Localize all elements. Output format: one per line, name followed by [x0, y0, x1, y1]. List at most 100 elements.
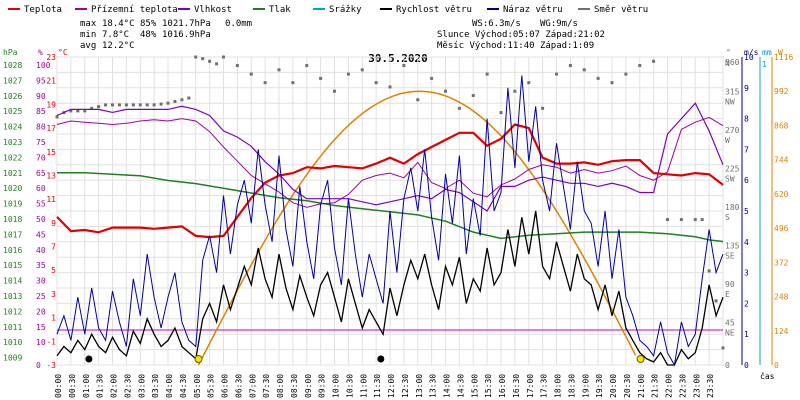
- stat-min-temp: 7.8°C: [102, 30, 129, 40]
- x-tick: 02:30: [123, 374, 132, 398]
- hpa-tick: 1026: [3, 92, 22, 101]
- x-tick: 10:30: [345, 374, 354, 398]
- pct-tick: 15: [36, 323, 46, 332]
- direction-tick: NE: [725, 329, 735, 338]
- x-tick: 10:00: [332, 374, 341, 398]
- direction-point: [596, 76, 600, 80]
- direction-point: [69, 109, 73, 113]
- direction-point: [97, 105, 101, 109]
- direction-point: [679, 218, 683, 222]
- direction-point: [131, 103, 135, 107]
- pct-unit: %: [38, 48, 43, 57]
- wind-speed-line: [56, 210, 724, 366]
- direction-point: [346, 72, 350, 76]
- direction-point: [263, 81, 267, 85]
- legend-label-tlak: Tlak: [269, 5, 291, 15]
- w-unit: W: [778, 48, 783, 57]
- stats-block: max 18.4°C 85% 1021.7hPa 0.0mm min 7.8°C…: [80, 19, 605, 51]
- direction-point: [714, 299, 718, 303]
- stat-avg-label: avg: [80, 41, 96, 51]
- ground-temp-line: [56, 116, 724, 208]
- direction-point: [249, 72, 253, 76]
- x-tick: 09:00: [304, 374, 313, 398]
- legend-label-naraz: Náraz větru: [503, 5, 563, 15]
- direction-point: [55, 115, 59, 119]
- wind-speed-tick: 4: [744, 238, 749, 247]
- direction-point: [208, 59, 212, 63]
- pct-tick: 25: [36, 292, 46, 301]
- pct-tick: 30: [36, 277, 46, 286]
- pct-tick: 50: [36, 215, 46, 224]
- temp-tick: 17: [46, 124, 56, 133]
- direction-point: [582, 68, 586, 72]
- direction-point: [152, 103, 156, 107]
- solar-tick: 620: [774, 190, 789, 199]
- hpa-tick: 1009: [3, 354, 22, 363]
- x-tick: 12:00: [387, 374, 396, 398]
- direction-tick: W: [725, 136, 730, 145]
- direction-point: [235, 64, 239, 68]
- direction-point: [388, 85, 392, 89]
- direction-point: [305, 64, 309, 68]
- wind-speed-tick: 10: [744, 53, 754, 62]
- pct-tick: 75: [36, 138, 46, 147]
- direction-point: [117, 103, 121, 107]
- direction-point: [513, 89, 517, 93]
- direction-point: [215, 62, 219, 66]
- direction-point: [471, 94, 475, 97]
- x-tick: 01:30: [96, 374, 105, 398]
- x-tick: 02:00: [110, 374, 119, 398]
- hpa-tick: 1012: [3, 307, 22, 316]
- x-tick: 19:30: [595, 374, 604, 398]
- direction-tick: SW: [725, 175, 735, 184]
- x-tick: 17:30: [540, 374, 549, 398]
- pct-tick: 35: [36, 261, 46, 270]
- direction-point: [333, 89, 336, 93]
- stat-max-rain: 0.0mm: [225, 19, 252, 29]
- direction-point: [457, 106, 461, 110]
- x-tick: 14:00: [443, 374, 452, 398]
- pct-tick: 90: [36, 92, 46, 101]
- legend-label-srazky: Srážky: [329, 5, 362, 15]
- stat-min-press: 1016.9hPa: [162, 30, 211, 40]
- direction-tick: 180: [725, 203, 740, 212]
- wind-speed-tick: 7: [744, 145, 749, 154]
- direction-point: [624, 72, 628, 76]
- sun-moon-markers: [85, 355, 645, 363]
- legend-label-prizemni: Přízemní teplota: [91, 5, 178, 15]
- pct-tick: 40: [36, 246, 46, 255]
- x-tick: 16:00: [498, 374, 507, 398]
- direction-point: [319, 76, 323, 80]
- ms-unit: m/s: [744, 48, 759, 57]
- hpa-tick: 1022: [3, 153, 22, 162]
- series: [55, 55, 725, 367]
- stat-max-hum: 85%: [140, 19, 157, 29]
- hpa-tick: 1014: [3, 277, 22, 286]
- direction-point: [83, 109, 87, 113]
- stat-sun: Slunce Východ:05:07 Západ:21:02: [437, 30, 605, 40]
- solar-tick: 124: [774, 327, 789, 336]
- direction-tick: 135: [725, 242, 740, 251]
- chart-title: 30.5.2020: [368, 52, 428, 65]
- stat-max-label: max: [80, 19, 97, 29]
- x-tick: 15:30: [484, 374, 493, 398]
- direction-tick: 0: [725, 361, 730, 370]
- direction-point: [201, 57, 205, 61]
- wind-speed-tick: 2: [744, 299, 749, 308]
- mm-unit: mm: [762, 48, 772, 57]
- x-tick: 09:30: [318, 374, 327, 398]
- direction-point: [138, 103, 142, 107]
- direction-point: [222, 55, 225, 59]
- direction-point: [194, 55, 198, 59]
- temp-tick: 9: [51, 219, 56, 228]
- direction-point: [721, 346, 725, 350]
- wind-speed-tick: 0: [744, 361, 749, 370]
- wind-speed-tick: 9: [744, 84, 749, 93]
- x-tick: 17:00: [526, 374, 535, 398]
- direction-point: [485, 72, 489, 76]
- solar-tick: 868: [774, 121, 789, 130]
- x-tick: 11:30: [373, 374, 382, 398]
- legend-label-teplota: Teplota: [24, 5, 62, 15]
- direction-tick: 225: [725, 165, 740, 174]
